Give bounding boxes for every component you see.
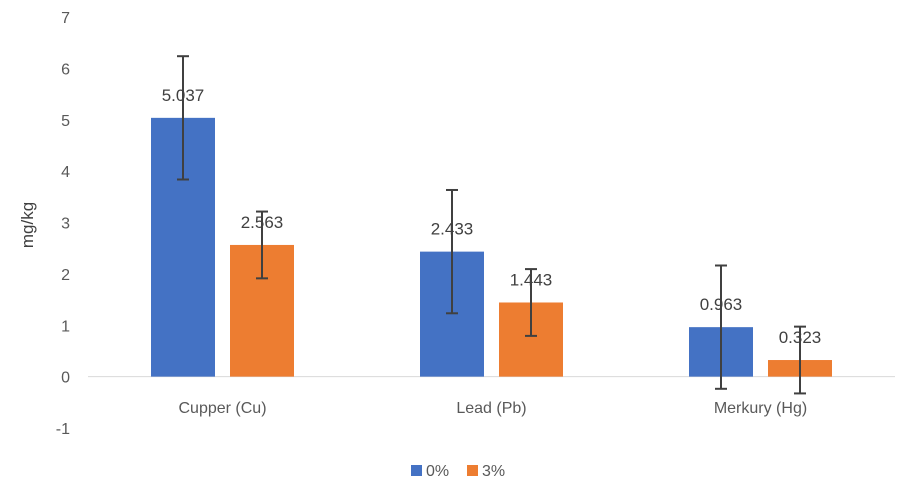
category-label: Lead (Pb) [456,400,526,417]
y-tick-label: 6 [61,61,70,78]
data-label: 2.563 [241,213,284,232]
y-tick-label: 1 [61,318,70,335]
bars-group [151,117,832,377]
legend-label: 3% [482,463,505,480]
y-tick-label: 3 [61,216,70,233]
data-label: 2.433 [431,220,474,239]
y-tick-label: 7 [61,10,70,27]
data-label: 5.037 [162,86,205,105]
error-bars-group [177,55,806,395]
category-labels: Cupper (Cu) Lead (Pb) Merkury (Hg) [178,400,807,417]
data-label: 1.443 [510,270,553,289]
legend-swatch [467,465,478,476]
category-label: Merkury (Hg) [714,400,807,417]
data-labels-group: 5.037 2.563 2.433 1.443 0.963 0.323 [162,86,822,347]
y-axis-title: mg/kg [18,202,37,248]
y-tick-label: 5 [61,113,70,130]
y-tick-label: 2 [61,267,70,284]
y-tick-labels: -1 0 1 2 3 4 5 6 7 [56,10,70,438]
legend: 0% 3% [411,463,505,480]
data-label: 0.323 [779,328,822,347]
legend-label: 0% [426,463,449,480]
y-tick-label: 4 [61,164,70,181]
data-label: 0.963 [700,295,743,314]
y-tick-label: 0 [61,370,70,387]
legend-swatch [411,465,422,476]
category-label: Cupper (Cu) [178,400,266,417]
y-tick-label: -1 [56,421,70,438]
